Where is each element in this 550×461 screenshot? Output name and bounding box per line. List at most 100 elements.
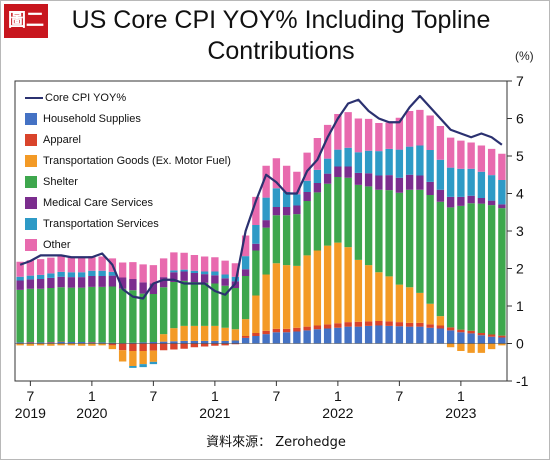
bar-segment-apparel — [170, 344, 177, 350]
bar-segment-medical-care-services — [98, 276, 105, 287]
bar-segment-shelter — [191, 282, 198, 326]
bar-segment-household-supplies — [191, 341, 198, 344]
bar-segment-other — [129, 262, 136, 279]
bar-segment-transportation-services — [385, 149, 392, 175]
bar-segment-medical-care-services — [355, 173, 362, 185]
legend-swatch — [25, 218, 37, 230]
bar-segment-transportation-services — [457, 169, 464, 197]
bar-segment-transportation-services — [211, 272, 218, 276]
bar-segment-shelter — [437, 202, 444, 316]
bar-segment-shelter — [68, 288, 75, 342]
legend-item: Other — [25, 234, 231, 255]
bar-segment-transportation-goods-ex-motor-fuel — [478, 344, 485, 353]
bar-segment-household-supplies — [406, 327, 413, 344]
legend-swatch — [25, 197, 37, 209]
bar-segment-shelter — [478, 204, 485, 333]
bar-segment-medical-care-services — [488, 201, 495, 206]
bar-segment-transportation-goods-ex-motor-fuel — [27, 344, 34, 346]
bar-segment-apparel — [150, 344, 157, 351]
bar-segment-medical-care-services — [221, 278, 228, 286]
bar-segment-other — [375, 123, 382, 151]
bar-segment-medical-care-services — [303, 192, 310, 201]
legend-item: Transportation Services — [25, 213, 231, 234]
bar-segment-apparel — [129, 344, 136, 352]
bar-segment-transportation-services — [396, 150, 403, 178]
bar-segment-other — [201, 257, 208, 272]
bar-segment-shelter — [88, 287, 95, 342]
bar-segment-shelter — [293, 214, 300, 266]
bar-segment-transportation-goods-ex-motor-fuel — [365, 265, 372, 321]
legend-swatch — [25, 155, 37, 167]
bar-segment-medical-care-services — [437, 190, 444, 202]
bar-segment-transportation-services — [242, 256, 249, 269]
bar-segment-household-supplies — [314, 329, 321, 343]
bar-segment-shelter — [47, 288, 54, 342]
bar-segment-transportation-goods-ex-motor-fuel — [232, 329, 239, 340]
bar-segment-transportation-services — [98, 271, 105, 276]
y-tick-label: 5 — [516, 148, 524, 164]
bar-segment-medical-care-services — [334, 167, 341, 178]
legend-label: Core CPI YOY% — [45, 92, 126, 104]
bar-segment-medical-care-services — [191, 273, 198, 282]
bar-segment-transportation-goods-ex-motor-fuel — [314, 251, 321, 326]
x-tick-year: 2020 — [76, 405, 107, 421]
bar-segment-apparel — [437, 326, 444, 329]
x-tick-year: 2023 — [445, 405, 476, 421]
legend-label: Transportation Goods (Ex. Motor Fuel) — [43, 155, 231, 167]
bar-segment-transportation-goods-ex-motor-fuel — [375, 272, 382, 321]
bar-segment-transportation-goods-ex-motor-fuel — [396, 285, 403, 323]
bar-segment-shelter — [303, 201, 310, 255]
bar-segment-medical-care-services — [129, 279, 136, 290]
x-tick-year: 2019 — [15, 405, 46, 421]
bar-segment-other — [385, 123, 392, 149]
bar-segment-transportation-services — [191, 271, 198, 273]
bar-segment-medical-care-services — [57, 277, 64, 288]
bar-segment-transportation-goods-ex-motor-fuel — [467, 344, 474, 353]
bar-segment-apparel — [160, 344, 167, 351]
bar-segment-shelter — [119, 289, 126, 343]
bar-segment-transportation-goods-ex-motor-fuel — [109, 345, 116, 349]
bar-segment-household-supplies — [344, 327, 351, 344]
bar-segment-medical-care-services — [252, 244, 259, 251]
bar-segment-other — [488, 149, 495, 175]
bar-segment-transportation-services — [437, 160, 444, 190]
legend-swatch — [25, 134, 37, 146]
bar-segment-transportation-services — [68, 272, 75, 277]
bar-segment-other — [344, 112, 351, 148]
bar-segment-medical-care-services — [16, 281, 23, 290]
bar-segment-other — [406, 111, 413, 147]
bar-segment-shelter — [27, 289, 34, 342]
x-tick-month: 1 — [211, 388, 219, 404]
bar-segment-apparel — [406, 323, 413, 327]
bar-segment-medical-care-services — [109, 276, 116, 287]
bar-segment-transportation-services — [498, 180, 505, 204]
bar-segment-transportation-goods-ex-motor-fuel — [385, 276, 392, 321]
bar-segment-transportation-services — [262, 198, 269, 221]
bar-segment-other — [150, 265, 157, 283]
x-tick-year: 2021 — [199, 405, 230, 421]
bar-segment-transportation-services — [314, 170, 321, 183]
bar-segment-apparel — [365, 321, 372, 326]
bar-segment-apparel — [314, 326, 321, 330]
bar-segment-shelter — [375, 190, 382, 273]
bar-segment-shelter — [406, 190, 413, 288]
bar-segment-transportation-services — [447, 168, 454, 197]
bar-segment-medical-care-services — [283, 207, 290, 215]
bar-segment-other — [139, 264, 146, 282]
legend-swatch — [25, 176, 37, 188]
bar-segment-household-supplies — [232, 341, 239, 344]
bar-segment-other — [47, 258, 54, 274]
bar-segment-other — [57, 256, 64, 272]
bar-segment-household-supplies — [385, 326, 392, 344]
bar-segment-other — [426, 116, 433, 151]
bar-segment-other — [191, 255, 198, 271]
legend-line-swatch — [25, 97, 43, 99]
bar-segment-shelter — [355, 185, 362, 260]
bar-segment-transportation-services — [78, 272, 85, 277]
bar-segment-household-supplies — [170, 341, 177, 343]
bar-segment-transportation-services — [252, 225, 259, 244]
bar-segment-transportation-services — [180, 270, 187, 272]
bar-segment-transportation-goods-ex-motor-fuel — [129, 351, 136, 366]
bar-segment-shelter — [416, 190, 423, 293]
